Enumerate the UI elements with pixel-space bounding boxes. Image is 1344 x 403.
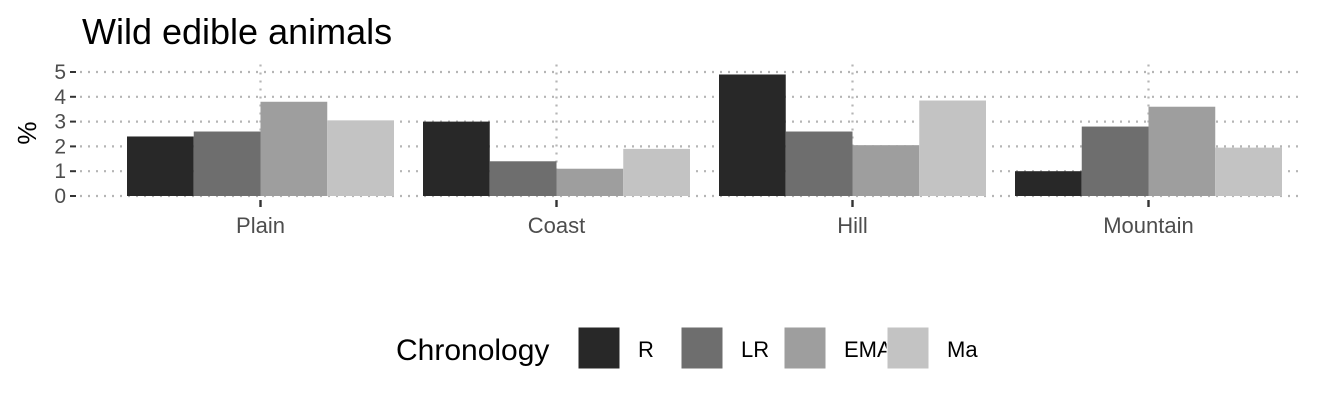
bar-r-plain	[127, 136, 194, 196]
bar-r-hill	[719, 74, 786, 196]
y-tick-label: 4	[54, 86, 66, 109]
y-tick-label: 3	[54, 111, 66, 134]
y-tick-label: 2	[54, 135, 66, 158]
bar-ema-coast	[556, 168, 624, 196]
y-tick-label: 5	[54, 61, 66, 84]
bar-ema-mountain	[1148, 106, 1216, 196]
bar-ma-mountain	[1215, 147, 1282, 196]
chart-title: Wild edible animals	[82, 11, 392, 52]
legend-label-lr: LR	[741, 337, 769, 362]
x-tick-label: Hill	[837, 213, 868, 238]
legend-label-r: R	[638, 337, 654, 362]
bar-ema-plain	[260, 101, 328, 196]
x-axis-ticks: Plain Coast Hill Mountain	[236, 200, 1194, 238]
legend-key-r	[577, 326, 621, 370]
bar-lr-mountain	[1081, 126, 1149, 196]
bars	[127, 74, 1282, 196]
y-axis-label: %	[12, 121, 42, 144]
legend-label-ma: Ma	[947, 337, 978, 362]
bar-ma-hill	[919, 100, 986, 196]
legend-key-ma	[886, 326, 930, 370]
bar-lr-coast	[489, 161, 557, 196]
x-tick-label: Mountain	[1103, 213, 1194, 238]
legend-key-ema	[783, 326, 827, 370]
x-tick-label: Coast	[528, 213, 585, 238]
y-tick-label: 1	[54, 160, 66, 183]
bar-lr-plain	[193, 131, 261, 196]
legend-label-ema: EMA	[844, 337, 892, 362]
bar-ema-hill	[852, 145, 920, 196]
legend-title: Chronology	[396, 334, 549, 367]
y-tick-label: 0	[54, 185, 66, 208]
bar-lr-hill	[785, 131, 853, 196]
bar-ma-coast	[623, 148, 690, 196]
legend-key-lr	[680, 326, 724, 370]
legend: Chronology R LR EMA Ma	[396, 326, 978, 370]
bar-r-mountain	[1015, 171, 1082, 196]
x-tick-label: Plain	[236, 213, 285, 238]
bar-r-coast	[423, 121, 490, 196]
bar-ma-plain	[327, 120, 394, 196]
